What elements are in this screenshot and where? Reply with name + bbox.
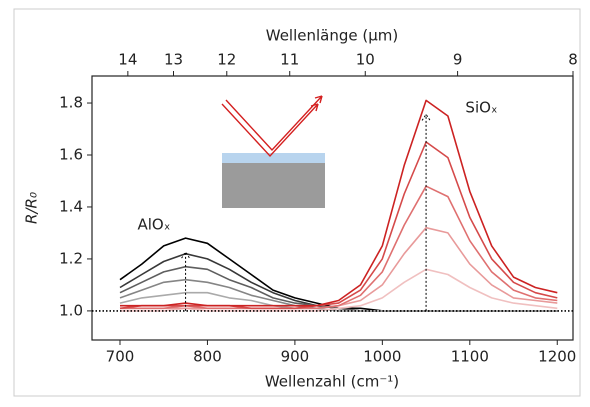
y-tick-label: 1.0 (59, 301, 83, 319)
x2-tick-label: 9 (453, 51, 463, 69)
y-tick-label: 1.2 (59, 249, 83, 267)
arrow (421, 113, 431, 311)
arrow (181, 251, 190, 311)
line (120, 268, 558, 312)
inset-diagram (221, 95, 325, 208)
x-tick-label: 700 (106, 348, 135, 366)
x2-tick-label: 10 (356, 51, 375, 69)
x2-tick-label: 14 (118, 51, 137, 69)
y-axis-label: R/R₀ (23, 192, 41, 224)
y-tick-label: 1.4 (59, 197, 83, 215)
x2-tick-label: 8 (568, 51, 578, 69)
layer (222, 153, 325, 163)
y-tick-label: 1.8 (59, 94, 83, 112)
x-tick-label: 900 (281, 348, 310, 366)
arrowhead (310, 95, 323, 112)
x2-tick-label: 13 (164, 51, 183, 69)
x-tick-label: 1100 (451, 348, 489, 366)
line (119, 141, 558, 310)
x2-tick-label: 11 (280, 51, 299, 69)
annotation: AlOₓ (137, 216, 170, 234)
annotation: SiOₓ (465, 99, 497, 117)
x2-tick-label: 12 (217, 51, 236, 69)
ray (221, 103, 319, 158)
substrate (222, 163, 325, 208)
x-tick-label: 800 (193, 348, 222, 366)
x-tick-label: 1000 (363, 348, 401, 366)
y-tick-label: 1.6 (59, 145, 83, 163)
line (120, 185, 558, 310)
ray (225, 95, 323, 152)
x2-axis-label: Wellenlänge (µm) (266, 27, 399, 45)
plot-area (91, 75, 574, 341)
x-tick-label: 1200 (538, 348, 576, 366)
line (120, 99, 558, 307)
x-axis-label: Wellenzahl (cm⁻¹) (265, 373, 399, 391)
